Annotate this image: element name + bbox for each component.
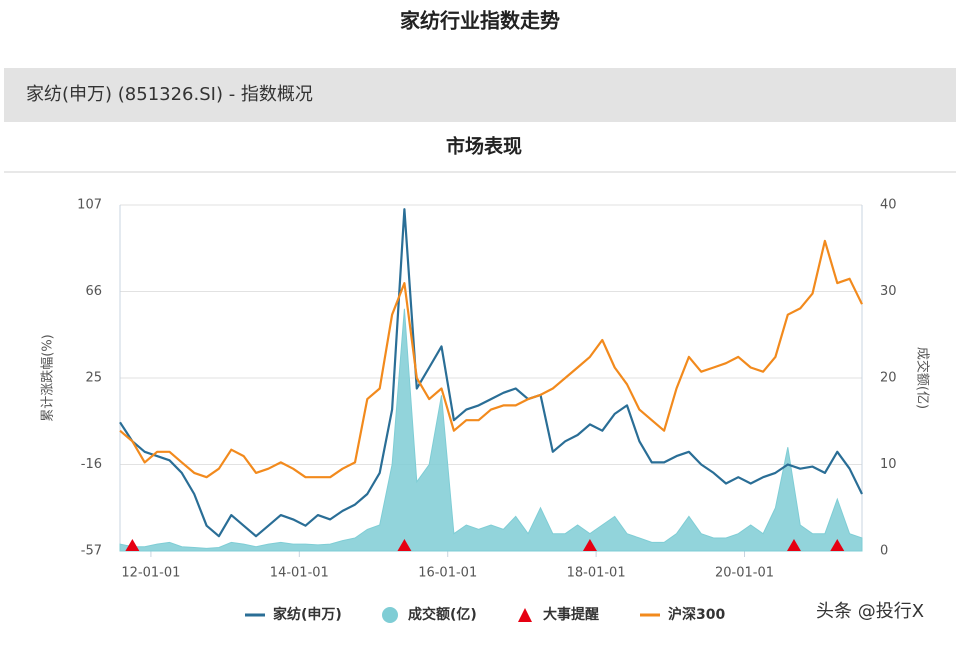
y-tick-label: 66 xyxy=(85,284,102,299)
panel-header xyxy=(4,68,956,122)
y-tick-label: 107 xyxy=(77,198,102,213)
event-marker xyxy=(786,539,801,551)
legend-label: 大事提醒 xyxy=(543,606,599,623)
y2-tick-label: 20 xyxy=(880,371,897,386)
legend-swatch xyxy=(382,607,398,623)
section-title: 市场表现 xyxy=(446,135,522,158)
x-tick-label: 12-01-01 xyxy=(121,566,180,581)
panel-title: 家纺(申万) (851326.SI) - 指数概况 xyxy=(26,84,313,105)
volume-area xyxy=(119,308,863,552)
x-tick-label: 18-01-01 xyxy=(567,566,626,581)
x-tick-label: 14-01-01 xyxy=(270,566,329,581)
watermark: 头条 @投行X xyxy=(816,601,924,622)
event-marker xyxy=(830,539,845,551)
event-marker xyxy=(125,539,140,551)
page-title: 家纺行业指数走势 xyxy=(400,9,560,33)
y2-tick-label: 0 xyxy=(880,544,888,559)
legend-swatch xyxy=(518,608,532,622)
y2-tick-label: 40 xyxy=(880,198,897,213)
series-line xyxy=(119,239,863,479)
series-line xyxy=(119,208,863,538)
y2-tick-label: 10 xyxy=(880,457,897,472)
event-marker xyxy=(582,539,597,551)
event-marker xyxy=(397,539,412,551)
y2-axis-label: 成交额(亿) xyxy=(915,347,931,409)
y2-tick-label: 30 xyxy=(880,284,897,299)
y-tick-label: -16 xyxy=(81,457,102,472)
y-axis-label: 累计涨跌幅(%) xyxy=(40,334,56,422)
legend-label: 成交额(亿) xyxy=(408,606,477,623)
y-tick-label: 25 xyxy=(85,371,102,386)
x-tick-label: 20-01-01 xyxy=(715,566,774,581)
legend-label: 沪深300 xyxy=(668,606,725,623)
legend-label: 家纺(申万) xyxy=(273,606,342,623)
x-tick-label: 16-01-01 xyxy=(418,566,477,581)
y-tick-label: -57 xyxy=(81,544,102,559)
